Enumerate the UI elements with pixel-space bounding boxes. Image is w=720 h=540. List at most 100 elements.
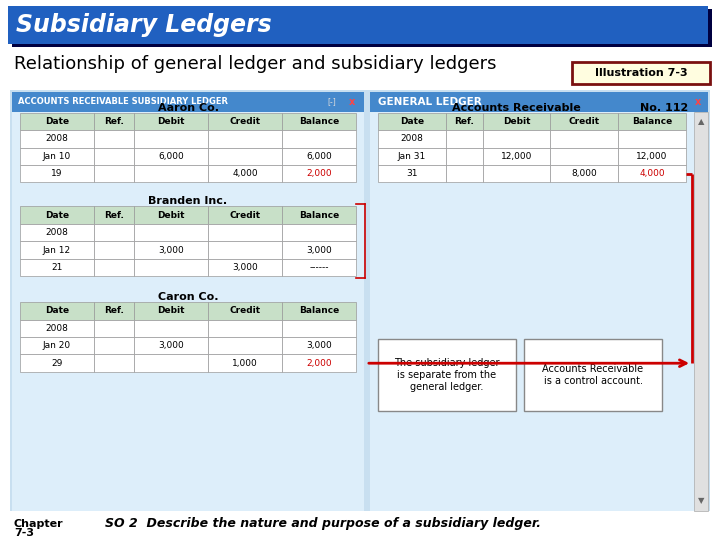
Bar <box>694 112 708 510</box>
Bar <box>94 354 134 372</box>
Text: Aaron Co.: Aaron Co. <box>158 103 218 113</box>
Text: Accounts Receivable
is a control account.: Accounts Receivable is a control account… <box>542 364 644 386</box>
Bar <box>282 354 356 372</box>
Bar <box>370 92 708 112</box>
Bar <box>20 113 94 130</box>
Text: 29: 29 <box>51 359 63 368</box>
Text: 3,000: 3,000 <box>158 341 184 350</box>
Bar <box>482 165 551 183</box>
Text: 3,000: 3,000 <box>306 341 332 350</box>
Bar <box>208 354 282 372</box>
Text: Debit: Debit <box>158 306 185 315</box>
Bar <box>551 165 618 183</box>
Bar <box>94 165 134 183</box>
Bar <box>94 147 134 165</box>
Bar <box>482 130 551 147</box>
Text: Chapter: Chapter <box>14 518 63 529</box>
Text: Ref.: Ref. <box>104 306 124 315</box>
Bar <box>94 206 134 224</box>
Text: Date: Date <box>45 117 69 126</box>
Bar <box>10 90 710 510</box>
Bar <box>20 130 94 147</box>
Bar <box>20 206 94 224</box>
Text: 6,000: 6,000 <box>306 152 332 161</box>
Bar <box>208 337 282 354</box>
Bar <box>208 113 282 130</box>
Text: Credit: Credit <box>569 117 600 126</box>
Bar <box>12 112 364 510</box>
Text: x: x <box>695 97 701 107</box>
Text: 7-3: 7-3 <box>14 528 34 537</box>
Bar <box>378 165 446 183</box>
Bar <box>94 241 134 259</box>
Bar <box>134 337 208 354</box>
Text: Ref.: Ref. <box>104 211 124 220</box>
Text: 31: 31 <box>406 169 418 178</box>
Text: 19: 19 <box>51 169 63 178</box>
Text: Jan 10: Jan 10 <box>42 152 71 161</box>
Text: 4,000: 4,000 <box>639 169 665 178</box>
Text: Credit: Credit <box>230 117 261 126</box>
Bar <box>94 302 134 320</box>
Bar <box>524 339 662 411</box>
Text: Jan 31: Jan 31 <box>397 152 426 161</box>
Bar <box>378 339 516 411</box>
Text: Balance: Balance <box>632 117 672 126</box>
Text: Debit: Debit <box>158 211 185 220</box>
Bar <box>618 147 686 165</box>
Bar <box>134 147 208 165</box>
Bar <box>12 9 712 47</box>
Bar <box>618 165 686 183</box>
Text: 3,000: 3,000 <box>233 263 258 272</box>
Text: Credit: Credit <box>230 306 261 315</box>
Text: Ref.: Ref. <box>104 117 124 126</box>
Bar <box>94 113 134 130</box>
Bar <box>208 147 282 165</box>
Bar <box>551 130 618 147</box>
Text: ACCOUNTS RECEIVABLE SUBSIDIARY LEDGER: ACCOUNTS RECEIVABLE SUBSIDIARY LEDGER <box>18 97 228 106</box>
Bar <box>378 147 446 165</box>
Bar <box>551 113 618 130</box>
Bar <box>618 130 686 147</box>
Text: x: x <box>349 97 355 107</box>
Text: 1,000: 1,000 <box>233 359 258 368</box>
Text: [-]: [-] <box>328 97 336 106</box>
Text: 3,000: 3,000 <box>306 246 332 254</box>
Bar <box>551 147 618 165</box>
Text: Caron Co.: Caron Co. <box>158 292 218 302</box>
Text: Date: Date <box>45 306 69 315</box>
Bar <box>94 259 134 276</box>
Bar <box>134 165 208 183</box>
Text: 2,000: 2,000 <box>306 169 332 178</box>
Bar <box>282 224 356 241</box>
Bar <box>208 241 282 259</box>
Bar <box>208 302 282 320</box>
Bar <box>446 165 482 183</box>
Text: 3,000: 3,000 <box>158 246 184 254</box>
Bar <box>134 206 208 224</box>
Bar <box>94 130 134 147</box>
Text: Debit: Debit <box>503 117 531 126</box>
Text: Balance: Balance <box>299 306 339 315</box>
Bar <box>134 241 208 259</box>
Text: Subsidiary Ledgers: Subsidiary Ledgers <box>16 13 271 37</box>
Text: SO 2  Describe the nature and purpose of a subsidiary ledger.: SO 2 Describe the nature and purpose of … <box>105 517 541 530</box>
Bar <box>482 113 551 130</box>
Text: 2008: 2008 <box>45 228 68 237</box>
Bar <box>446 113 482 130</box>
Text: 2008: 2008 <box>45 134 68 143</box>
Bar <box>282 302 356 320</box>
Bar <box>94 224 134 241</box>
Text: Ref.: Ref. <box>454 117 474 126</box>
Bar <box>482 147 551 165</box>
Text: Illustration 7-3: Illustration 7-3 <box>595 68 688 78</box>
Bar <box>282 113 356 130</box>
Text: Date: Date <box>400 117 424 126</box>
Bar <box>378 113 446 130</box>
Text: Credit: Credit <box>230 211 261 220</box>
Text: ------: ------ <box>310 263 329 272</box>
Bar <box>20 147 94 165</box>
Bar <box>20 241 94 259</box>
Bar <box>134 302 208 320</box>
Text: Accounts Receivable: Accounts Receivable <box>452 103 581 113</box>
